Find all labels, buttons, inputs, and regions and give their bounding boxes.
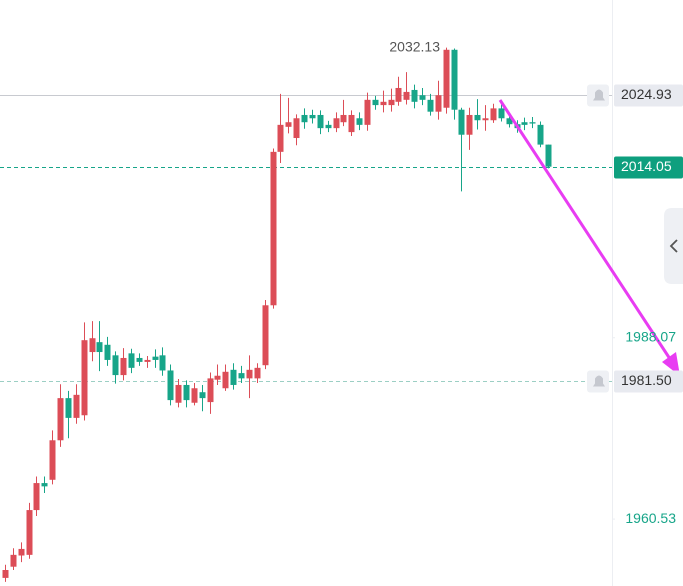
candle-body	[411, 89, 418, 102]
candle-body	[451, 49, 458, 110]
candle-body	[348, 114, 355, 133]
candle-body	[521, 122, 528, 125]
arrow-head	[662, 352, 680, 376]
candle-body	[89, 338, 96, 353]
candle-body	[325, 124, 332, 129]
candle-body	[380, 101, 387, 106]
candle-body	[128, 353, 135, 368]
candle-body	[254, 367, 261, 379]
candle-body	[388, 99, 395, 106]
candle-body	[529, 122, 536, 124]
candle-body	[96, 342, 103, 353]
price-axis: 1988.07 1960.53 2024.93 2014.05 1981.50	[587, 84, 683, 526]
candle-body	[427, 99, 434, 112]
candle-body	[490, 108, 497, 121]
candle-body	[403, 91, 410, 100]
candle-body	[419, 95, 426, 100]
price-label: 1981.50	[621, 372, 672, 388]
candle-body	[364, 99, 371, 125]
candle-body	[112, 355, 119, 376]
candle-body	[136, 357, 143, 362]
price-label-box	[614, 156, 683, 179]
y-tick-label: 1960.53	[625, 510, 676, 526]
price-label-box	[614, 370, 683, 393]
candle-body	[159, 355, 166, 371]
candle-body	[230, 369, 237, 385]
candle-body	[443, 49, 450, 108]
candle-body	[262, 305, 269, 366]
candle-body	[466, 114, 473, 135]
price-lines	[0, 95, 612, 382]
candle-body	[270, 151, 277, 306]
candle-body	[309, 114, 316, 119]
candle-body	[191, 388, 198, 403]
candle-body	[317, 114, 324, 129]
price-label-box	[614, 84, 683, 107]
alert-bell[interactable]	[593, 375, 605, 387]
collapse-button[interactable]	[664, 208, 683, 284]
candle-body	[104, 344, 111, 360]
candle-body	[33, 483, 40, 511]
candle-body	[18, 548, 25, 556]
trend-arrow	[498, 99, 680, 376]
candle-body	[301, 114, 308, 123]
candle-body	[435, 95, 442, 112]
candle-body	[73, 394, 80, 418]
candle-body	[207, 378, 214, 403]
high-label: 2032.13	[389, 38, 440, 54]
candle-body	[395, 87, 402, 102]
candle-body	[167, 370, 174, 401]
candle-body	[10, 554, 17, 567]
candle-body	[175, 384, 182, 403]
candle-body	[49, 440, 56, 480]
candle-body	[57, 398, 64, 441]
price-label: 2014.05	[621, 158, 672, 174]
y-tick-label: 1988.07	[625, 328, 676, 344]
candle-body	[537, 124, 544, 145]
candle-body	[222, 371, 229, 389]
price-label: 2024.93	[621, 86, 672, 102]
candle-body	[81, 340, 88, 416]
candles: 2032.13	[2, 38, 552, 582]
candle-body	[285, 122, 292, 127]
candle-body	[41, 483, 48, 487]
candle-body	[214, 375, 221, 380]
candle-body	[2, 569, 9, 578]
candle-body	[293, 118, 300, 139]
candle-body	[183, 384, 190, 401]
candle-body	[474, 114, 481, 121]
alert-bell[interactable]	[593, 89, 605, 101]
candle-body	[372, 99, 379, 106]
candle-body	[506, 118, 513, 125]
candle-body	[482, 118, 489, 121]
candle-body	[498, 108, 505, 119]
candle-body	[333, 118, 340, 129]
chevron-icon[interactable]	[669, 239, 678, 253]
candle-body	[65, 398, 72, 418]
candle-body	[199, 392, 206, 399]
candle-body	[277, 124, 284, 152]
candle-body	[458, 109, 465, 135]
candle-body	[545, 144, 552, 167]
collapse-tab[interactable]	[664, 208, 683, 284]
candle-body	[152, 356, 159, 360]
arrow-line	[498, 99, 674, 363]
candle-body	[246, 369, 253, 379]
candle-body	[340, 114, 347, 123]
candle-body	[238, 373, 245, 379]
candle-body	[144, 359, 151, 362]
candle-body	[356, 118, 363, 125]
candle-body	[26, 510, 33, 555]
candle-body	[120, 357, 127, 376]
